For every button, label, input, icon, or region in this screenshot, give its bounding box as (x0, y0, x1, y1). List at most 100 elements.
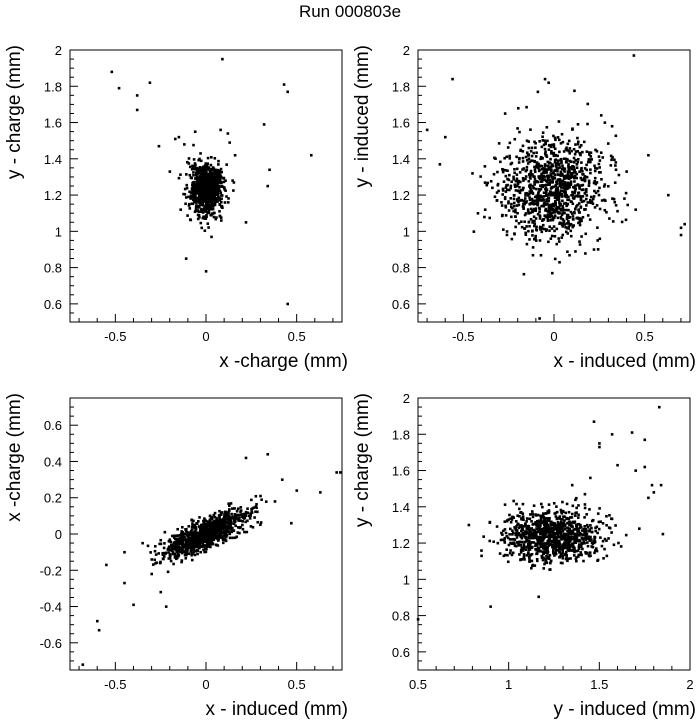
data-point (527, 179, 531, 183)
data-point (603, 547, 606, 551)
data-point (548, 212, 552, 216)
data-point (232, 189, 235, 192)
data-point (548, 568, 551, 571)
data-point (537, 191, 540, 195)
data-point (530, 541, 534, 544)
data-point (547, 81, 550, 85)
data-point (509, 186, 513, 190)
data-point (522, 553, 526, 556)
data-point (214, 527, 218, 531)
data-point (569, 557, 572, 560)
data-point (583, 503, 587, 506)
data-point (220, 219, 223, 222)
data-point (573, 550, 576, 554)
data-point (212, 538, 216, 541)
data-point (185, 183, 189, 187)
data-point (575, 506, 578, 510)
data-point (196, 192, 199, 195)
data-point (182, 537, 186, 540)
data-point (543, 530, 547, 534)
data-point (558, 184, 562, 188)
data-point (187, 162, 191, 165)
data-point (249, 525, 253, 528)
data-point (558, 211, 561, 215)
data-point (520, 536, 524, 540)
data-point (506, 553, 509, 557)
data-point (190, 538, 194, 541)
data-point (204, 162, 208, 165)
data-point (553, 538, 556, 541)
data-point (595, 181, 599, 184)
data-point (262, 123, 266, 126)
data-point (338, 471, 342, 474)
data-point (545, 188, 549, 192)
data-point (188, 190, 191, 194)
data-point (216, 169, 220, 172)
data-point (529, 128, 532, 131)
y-tick-label: 1 (403, 224, 410, 239)
data-point (531, 246, 535, 249)
data-point (236, 513, 239, 517)
data-point (520, 220, 523, 224)
data-point (216, 544, 220, 547)
data-point (542, 537, 545, 541)
data-point (228, 508, 231, 511)
data-point (552, 501, 556, 505)
data-point (196, 217, 200, 221)
data-point (586, 214, 590, 217)
data-point (238, 526, 242, 530)
data-point (199, 526, 203, 529)
data-point (209, 198, 213, 202)
data-point (175, 554, 179, 558)
data-point (467, 523, 471, 527)
data-point (503, 196, 507, 199)
data-point (222, 176, 226, 180)
data-point (254, 505, 258, 508)
data-point (192, 143, 195, 147)
data-point (209, 197, 213, 200)
data-point (583, 208, 586, 211)
data-point (194, 532, 198, 536)
data-point (551, 193, 555, 197)
data-point (564, 208, 568, 212)
data-point (215, 175, 219, 179)
data-point (521, 150, 525, 153)
data-point (545, 198, 549, 201)
data-point (539, 176, 543, 180)
data-point (542, 516, 546, 519)
data-point (558, 173, 562, 177)
data-point (518, 533, 522, 537)
data-point (238, 531, 241, 535)
data-point (524, 548, 528, 551)
data-point (207, 193, 210, 196)
data-point (222, 180, 226, 184)
data-point (667, 193, 670, 197)
data-point (553, 200, 557, 203)
data-point (569, 531, 572, 534)
data-point (110, 70, 114, 74)
data-point (226, 528, 229, 531)
data-point (537, 169, 541, 173)
data-point (586, 102, 590, 106)
data-point (638, 527, 641, 530)
data-point (207, 166, 211, 170)
data-point (510, 180, 513, 184)
data-point (585, 194, 589, 197)
data-point (559, 216, 563, 219)
data-point (207, 539, 211, 543)
data-point (194, 538, 198, 542)
data-point (553, 524, 556, 528)
data-point (211, 194, 215, 198)
data-point (545, 517, 549, 520)
y-tick-label: 0.2 (44, 491, 62, 506)
data-point (553, 160, 557, 164)
data-point (572, 165, 576, 169)
data-point (196, 538, 199, 542)
data-point (201, 543, 205, 547)
data-point (508, 141, 512, 145)
data-point (233, 507, 236, 510)
data-point (504, 205, 508, 209)
data-point (192, 519, 195, 523)
data-point (227, 502, 230, 506)
data-point (539, 542, 542, 546)
